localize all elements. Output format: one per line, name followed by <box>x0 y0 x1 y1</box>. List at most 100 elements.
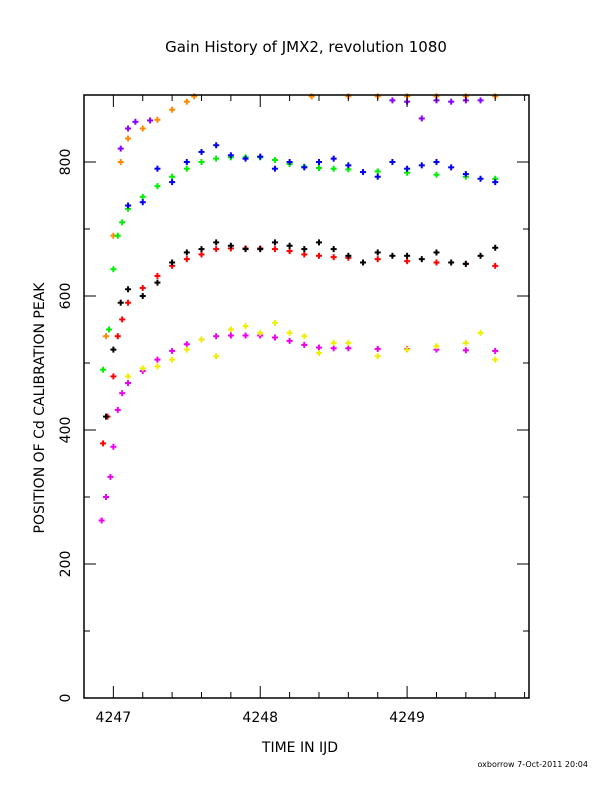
data-point <box>242 246 249 253</box>
data-point <box>198 251 205 258</box>
data-point <box>330 339 337 346</box>
data-point <box>117 145 124 152</box>
data-point <box>301 341 308 348</box>
data-point <box>345 339 352 346</box>
data-point <box>125 373 132 380</box>
data-point <box>114 333 121 340</box>
data-point <box>360 259 367 266</box>
x-tick-label: 4247 <box>96 710 132 726</box>
data-point <box>271 319 278 326</box>
data-point <box>286 242 293 249</box>
data-point <box>374 173 381 180</box>
data-point <box>183 98 190 105</box>
data-point <box>271 156 278 163</box>
data-point <box>213 333 220 340</box>
data-point <box>227 326 234 333</box>
data-point <box>198 159 205 165</box>
data-point <box>492 262 499 269</box>
data-point <box>404 165 411 172</box>
data-point <box>330 165 337 172</box>
data-point <box>125 380 132 387</box>
data-point <box>301 246 308 253</box>
data-point <box>125 135 132 142</box>
data-point <box>271 246 278 253</box>
data-point <box>286 337 293 344</box>
data-point <box>433 171 440 178</box>
data-point <box>286 329 293 336</box>
data-point <box>462 171 469 178</box>
data-point <box>107 473 114 480</box>
data-point <box>242 155 249 162</box>
data-point <box>308 93 315 100</box>
data-point <box>100 440 107 447</box>
data-point <box>315 344 322 351</box>
data-point <box>257 153 264 160</box>
data-point <box>227 152 234 159</box>
data-point <box>169 347 176 354</box>
data-point <box>198 336 205 343</box>
data-point <box>98 517 105 524</box>
data-point <box>154 272 161 279</box>
data-point <box>301 164 308 171</box>
data-point <box>374 345 381 352</box>
y-tick-label: 200 <box>58 551 74 578</box>
data-point <box>433 343 440 350</box>
data-point <box>492 356 499 363</box>
data-point <box>119 219 126 226</box>
data-point <box>315 159 322 165</box>
data-point <box>169 106 176 113</box>
data-point <box>418 162 425 169</box>
data-point <box>374 168 381 175</box>
chart-title: Gain History of JMX2, revolution 1080 <box>165 38 447 56</box>
data-point <box>125 202 132 209</box>
data-point <box>191 93 198 100</box>
data-point <box>477 175 484 182</box>
plot-frame <box>83 94 530 699</box>
data-point <box>213 142 220 149</box>
data-point <box>169 259 176 266</box>
data-point <box>462 347 469 354</box>
data-point <box>110 373 117 380</box>
data-point <box>119 316 126 323</box>
data-point <box>389 252 396 259</box>
x-tick-label: 4249 <box>389 710 425 726</box>
data-point <box>374 353 381 360</box>
data-point <box>183 159 190 165</box>
data-point <box>492 179 499 186</box>
data-point <box>286 248 293 255</box>
data-point <box>448 98 455 105</box>
data-point <box>462 260 469 267</box>
data-point <box>448 164 455 171</box>
data-point <box>154 183 161 190</box>
data-point <box>213 353 220 360</box>
data-point <box>103 494 110 500</box>
data-point <box>154 165 161 172</box>
data-point <box>105 326 112 333</box>
data-point <box>492 244 499 251</box>
data-point <box>418 256 425 263</box>
data-marks <box>98 93 499 524</box>
data-point <box>418 115 425 122</box>
data-point <box>271 239 278 246</box>
data-point <box>139 365 146 372</box>
data-point <box>330 155 337 162</box>
data-point <box>154 279 161 286</box>
data-point <box>198 148 205 155</box>
data-point <box>119 390 126 397</box>
data-point <box>147 117 154 124</box>
data-point <box>389 159 396 165</box>
y-axis-label: POSITION OF Cd CALIBRATION PEAK <box>32 282 48 534</box>
data-point <box>360 169 367 176</box>
data-point <box>242 323 249 330</box>
data-point <box>183 341 190 348</box>
axis-ticks: 0 200 400 600 800 4247 4248 4249 <box>58 95 529 726</box>
data-point <box>315 239 322 246</box>
x-axis-label: TIME IN IJD <box>261 740 339 756</box>
y-tick-label: 600 <box>58 283 74 310</box>
data-point <box>110 266 117 273</box>
data-point <box>330 246 337 253</box>
data-point <box>139 284 146 291</box>
data-point <box>271 334 278 341</box>
data-point <box>257 246 264 253</box>
data-point <box>477 329 484 336</box>
